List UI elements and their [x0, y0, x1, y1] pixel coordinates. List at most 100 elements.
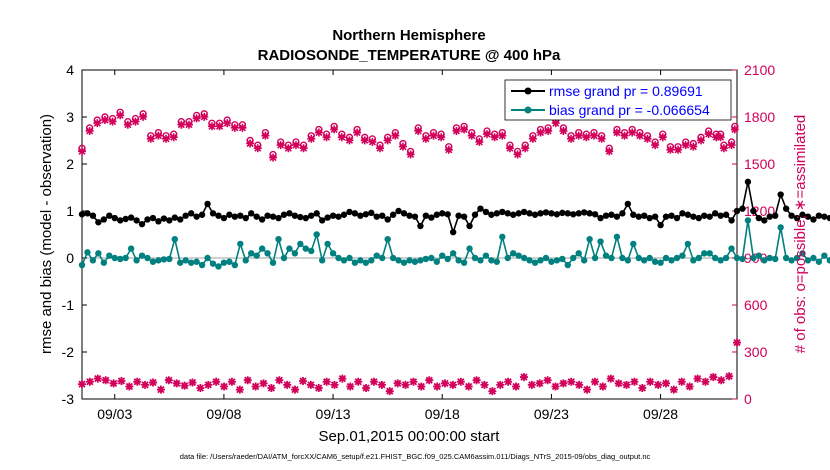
bias-point: [78, 261, 86, 269]
bias-point: [117, 255, 124, 263]
bias-point: [362, 259, 370, 266]
bias-point: [744, 217, 752, 224]
obs-assimilated-star: [651, 141, 660, 150]
x-tick-label: 09/08: [206, 406, 241, 422]
rmse-point: [706, 213, 713, 220]
rmse-point: [258, 216, 266, 223]
obs-assimilated-marker: [551, 382, 560, 391]
obs-assimilated-marker: [164, 376, 173, 385]
obs-assimilated-marker: [638, 384, 647, 393]
bias-point: [722, 254, 730, 262]
obs-assimilated-star: [528, 134, 537, 143]
bias-point: [460, 259, 468, 266]
obs-assimilated-marker: [504, 377, 513, 386]
bias-point: [171, 236, 178, 243]
obs-assimilated-star: [200, 112, 209, 121]
obs-assimilated-marker: [377, 380, 386, 389]
y-left-tick-label: -3: [62, 391, 75, 407]
bias-point: [570, 254, 577, 262]
obs-assimilated-star: [246, 139, 255, 148]
bias-point: [668, 257, 675, 264]
obs-assimilated-marker: [543, 376, 552, 385]
obs-assimilated-star: [597, 134, 606, 143]
bias-point: [477, 257, 484, 264]
bias-point: [466, 245, 473, 252]
obs-assimilated-star: [483, 130, 492, 139]
bias-point: [368, 257, 375, 264]
rmse-point: [591, 211, 599, 218]
rmse-point: [619, 210, 626, 217]
obs-assimilated-star: [620, 131, 629, 140]
rmse-point: [553, 211, 561, 218]
bias-point: [389, 254, 397, 262]
bias-point: [329, 250, 337, 257]
obs-assimilated-star: [253, 144, 262, 153]
obs-assimilated-marker: [559, 379, 568, 388]
obs-assimilated-star: [559, 126, 568, 135]
rmse-point: [89, 212, 97, 219]
bias-point: [411, 258, 419, 265]
x-tick-label: 09/28: [643, 406, 678, 422]
obs-assimilated-marker: [472, 376, 481, 385]
rmse-point: [673, 214, 681, 222]
bias-point: [739, 255, 746, 263]
obs-assimilated-star: [93, 119, 102, 128]
bias-point: [515, 252, 522, 259]
legend: rmse grand pr = 0.89691 bias grand pr = …: [504, 79, 732, 121]
bias-point: [493, 258, 501, 265]
rmse-point: [95, 219, 102, 226]
bias-point: [379, 254, 386, 262]
rmse-point: [559, 209, 566, 217]
obs-assimilated-marker: [448, 380, 457, 389]
y-right-tick-label: 0: [744, 391, 752, 407]
bias-point: [231, 261, 239, 269]
rmse-point: [389, 211, 397, 218]
obs-assimilated-star: [284, 144, 293, 153]
obs-assimilated-star: [712, 133, 721, 142]
obs-assimilated-star: [429, 131, 438, 140]
rmse-point: [198, 211, 206, 218]
obs-assimilated-star: [574, 131, 583, 140]
obs-assimilated-marker: [172, 379, 181, 388]
obs-assimilated-star: [116, 111, 125, 120]
bias-point: [428, 254, 435, 262]
obs-assimilated-star: [162, 134, 171, 143]
rmse-point: [510, 211, 517, 218]
obs-assimilated-marker: [306, 380, 315, 389]
obs-assimilated-star: [551, 119, 560, 128]
rmse-point: [340, 211, 348, 218]
obs-assimilated-marker: [220, 382, 229, 391]
obs-assimilated-marker: [488, 387, 497, 396]
bias-point: [793, 254, 801, 262]
obs-assimilated-star: [276, 141, 285, 150]
rmse-point: [138, 220, 146, 228]
rmse-point: [286, 210, 293, 217]
bias-point: [253, 252, 260, 259]
rmse-point: [537, 210, 544, 217]
rmse-point: [455, 212, 462, 219]
bias-point: [280, 254, 288, 262]
rmse-point: [722, 211, 730, 218]
obs-assimilated-marker: [180, 381, 189, 390]
obs-assimilated-marker: [235, 385, 244, 394]
bias-point: [242, 257, 249, 264]
rmse-point: [133, 217, 140, 224]
bias-point: [302, 245, 309, 252]
rmse-point: [711, 210, 719, 217]
bias-point: [133, 257, 140, 264]
obs-assimilated-marker: [622, 380, 631, 389]
bias-point: [553, 257, 561, 264]
plot-area: 09/03 09/08 09/13 09/18 09/23 09/28 -3 -2 -1 0 1 2…: [62, 62, 830, 422]
obs-assimilated-star: [719, 144, 728, 153]
rmse-point: [122, 215, 129, 223]
bias-point: [586, 236, 593, 243]
obs-assimilated-star: [666, 145, 675, 154]
obs-assimilated-star: [154, 131, 163, 140]
obs-assimilated-star: [184, 120, 193, 129]
obs-assimilated-marker: [669, 385, 678, 394]
rmse-point: [810, 216, 817, 223]
rmse-point: [275, 214, 282, 222]
obs-assimilated-marker: [512, 382, 521, 391]
obs-assimilated-star: [696, 136, 705, 145]
rmse-point: [302, 214, 309, 222]
